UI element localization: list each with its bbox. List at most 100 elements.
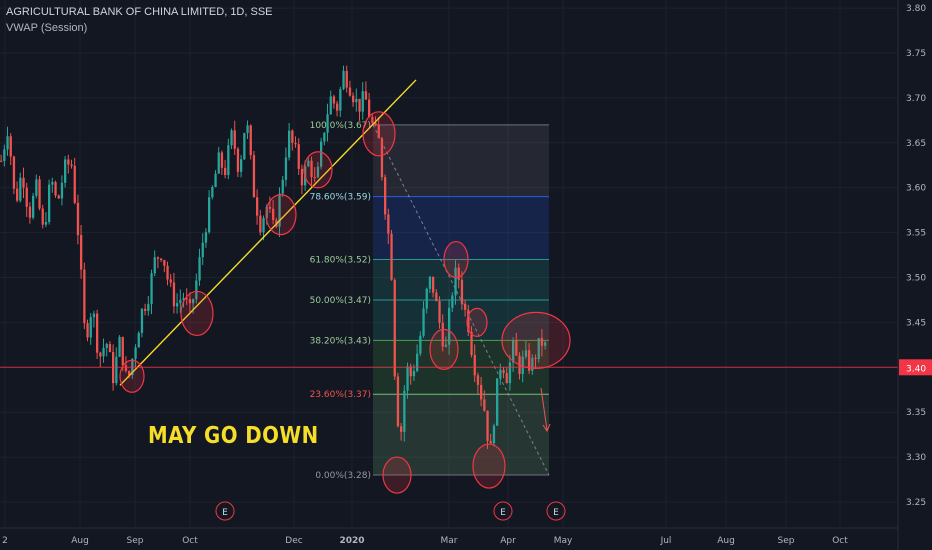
candle-body: [313, 177, 316, 179]
candle-body: [156, 257, 160, 259]
candle-body: [41, 208, 44, 225]
candle-body: [451, 295, 454, 308]
candle-body: [89, 317, 92, 338]
candle-body: [316, 166, 320, 178]
candle-body: [496, 378, 499, 426]
highlight-circle: [472, 443, 506, 489]
highlight-circle: [443, 240, 469, 279]
candle-body: [291, 130, 294, 143]
candle-body: [38, 179, 41, 209]
candle-body: [44, 222, 48, 225]
candle-body: [102, 347, 105, 357]
earnings-marker: [215, 501, 235, 521]
candle-body: [0, 160, 3, 162]
earnings-marker-label: E: [553, 508, 559, 518]
candle-body: [486, 410, 489, 441]
candlestick-series: [0, 65, 547, 450]
time-axis[interactable]: 2 Aug Sep Oct Dec 2020 Mar Apr May Jul Aug Sep Oct: [0, 527, 898, 546]
candle-body: [144, 308, 147, 311]
candle-body: [336, 103, 339, 111]
candle-body: [176, 303, 179, 307]
candle-body: [105, 344, 108, 348]
candle-body: [160, 258, 163, 261]
candle-body: [201, 242, 204, 258]
indicator-legend[interactable]: VWAP (Session): [6, 22, 88, 34]
candle-body: [508, 362, 512, 384]
candle-body: [76, 202, 80, 236]
candle-body: [172, 282, 176, 307]
candle-body: [384, 177, 387, 215]
candle-body: [230, 130, 233, 146]
candle-body: [214, 173, 217, 188]
price-axis[interactable]: 3.25 3.30 3.35 3.40 3.45 3.50 3.55 3.60 3.65 3.70…: [897, 0, 932, 550]
candle-body: [150, 273, 153, 305]
candle-body: [329, 96, 332, 115]
candle-body: [432, 276, 435, 293]
last-price-badge: [899, 359, 932, 376]
candle-body: [211, 187, 214, 198]
fib-level-label: 78.60%(3.59): [310, 193, 371, 203]
candle-body: [96, 313, 99, 353]
candle-body: [348, 87, 352, 96]
candle-body: [470, 331, 473, 355]
fib-zone: [373, 124, 549, 197]
candle-body: [64, 159, 67, 183]
candle-body: [406, 366, 409, 391]
fib-zone: [373, 299, 549, 341]
candle-body: [233, 130, 236, 149]
candle-body: [489, 440, 492, 444]
candle-body: [240, 159, 243, 172]
candle-body: [259, 215, 262, 233]
candle-body: [524, 350, 528, 357]
candle-body: [457, 267, 460, 280]
candle-body: [268, 206, 272, 209]
price-tick-label: 3.75: [906, 49, 926, 59]
candle-body: [537, 338, 540, 360]
candle-body: [262, 217, 265, 233]
candle-body: [371, 117, 374, 123]
candle-body: [364, 91, 368, 100]
candle-body: [400, 426, 403, 432]
candle-body: [544, 342, 547, 346]
candle-body: [28, 206, 32, 218]
candle-body: [166, 265, 169, 280]
candle-body: [380, 138, 384, 178]
fib-zone: [373, 196, 549, 260]
candle-body: [278, 193, 281, 227]
candle-body: [352, 95, 355, 103]
highlight-circle: [180, 290, 214, 337]
earnings-marker-label: E: [500, 508, 506, 518]
price-tick-label: 3.30: [906, 453, 926, 463]
candle-body: [6, 136, 9, 150]
fib-level-label: 61.80%(3.52): [310, 256, 371, 266]
candle-body: [416, 353, 419, 372]
candle-body: [515, 340, 518, 356]
candle-body: [332, 96, 336, 104]
time-tick-label: Aug: [717, 536, 735, 546]
candle-body: [108, 344, 112, 353]
candle-body: [368, 99, 371, 118]
candle-body: [227, 145, 230, 176]
candle-body: [118, 336, 121, 357]
candle-body: [128, 371, 131, 376]
candle-body: [422, 308, 425, 336]
candle-body: [393, 279, 396, 377]
candle-body: [169, 279, 172, 283]
candle-body: [326, 114, 329, 133]
highlight-circle: [265, 194, 297, 236]
time-tick-label: Apr: [500, 536, 516, 546]
time-tick-label: Mar: [441, 536, 458, 546]
down-arrow: [540, 387, 551, 433]
candle-body: [60, 182, 64, 199]
candle-body: [48, 184, 51, 223]
highlight-circle: [501, 311, 571, 369]
fib-level-label: 0.00%(3.28): [315, 471, 371, 481]
candle-body: [448, 307, 451, 345]
candle-body: [297, 144, 300, 169]
candle-body: [147, 304, 150, 311]
grid: [0, 0, 898, 528]
candle-body: [182, 298, 185, 300]
candle-body: [3, 149, 6, 161]
candle-body: [67, 159, 70, 165]
